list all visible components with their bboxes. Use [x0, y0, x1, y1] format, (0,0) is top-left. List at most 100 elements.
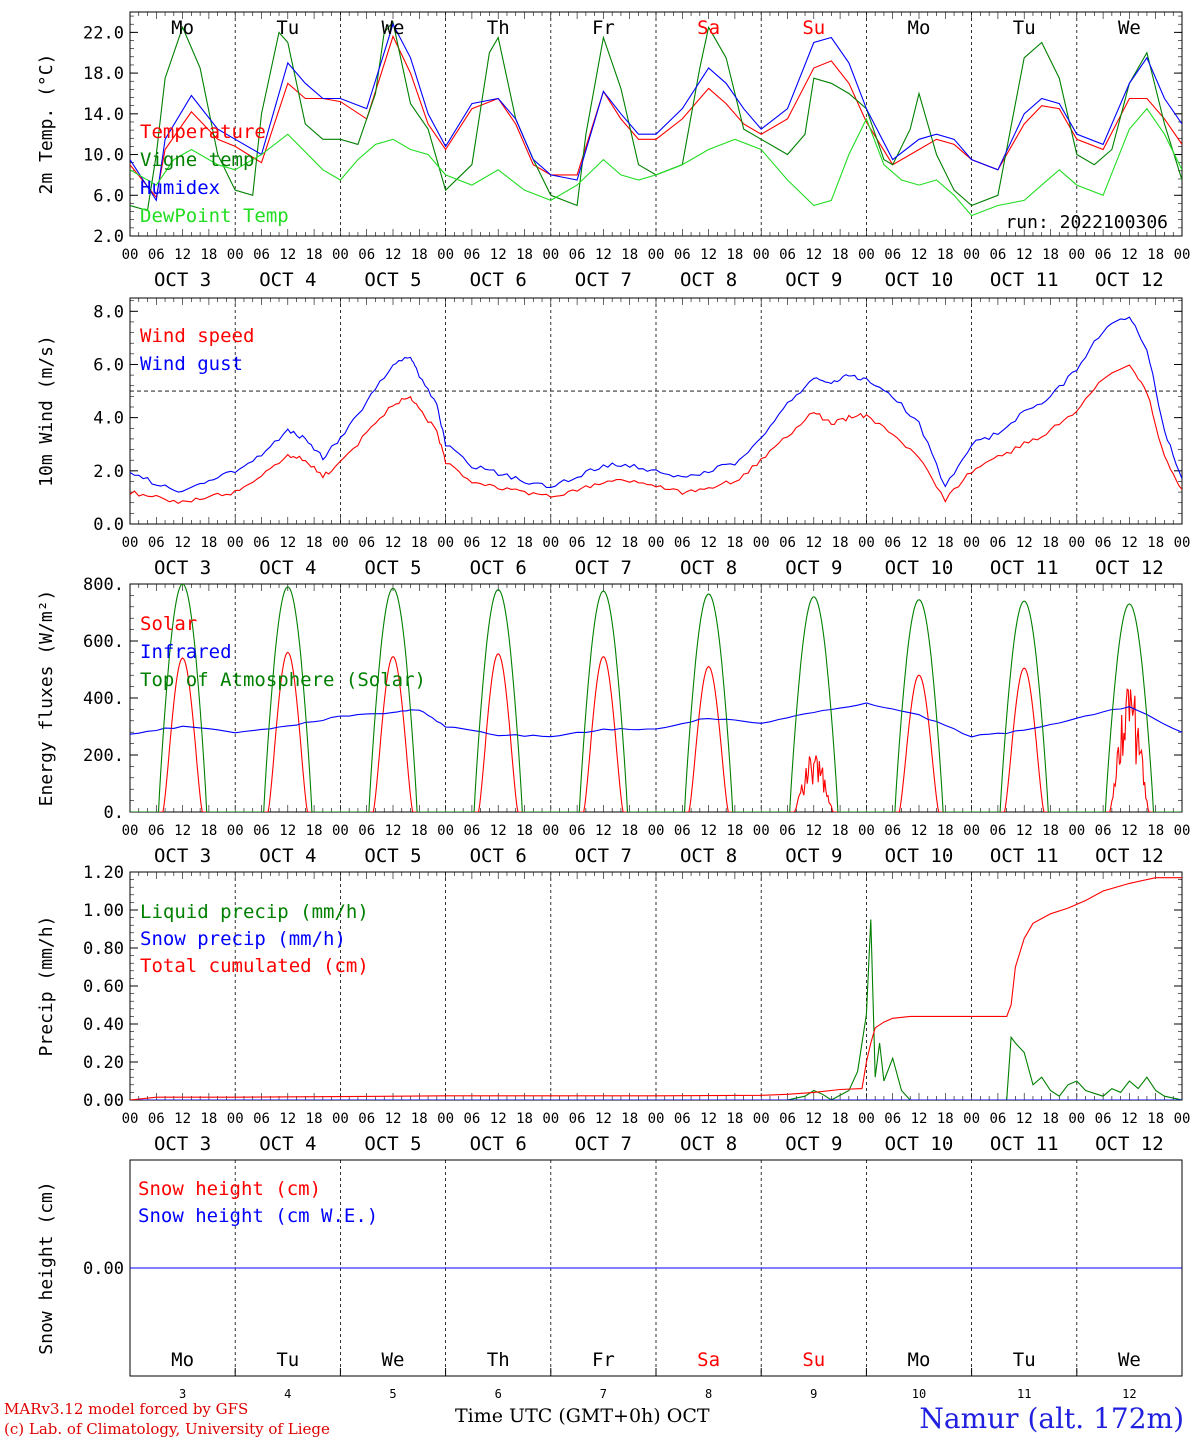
series-group [130, 316, 1182, 505]
date-label: OCT 11 [990, 557, 1059, 579]
date-label: OCT 3 [154, 557, 211, 579]
hour-tick-label: 06 [674, 823, 691, 839]
hour-tick-label: 12 [1016, 247, 1033, 263]
hour-tick-label: 12 [805, 247, 822, 263]
legend-entry: Infrared [140, 641, 232, 663]
hour-tick-label: 12 [911, 535, 928, 551]
hour-tick-label: 18 [726, 823, 743, 839]
date-label: OCT 8 [680, 269, 737, 291]
y-tick-label: 10.0 [83, 146, 124, 166]
legend-entry: Liquid precip (mm/h) [140, 901, 369, 923]
series-line-temperature [130, 34, 1182, 199]
date-label: OCT 6 [470, 1133, 527, 1155]
hour-tick-label: 06 [884, 823, 901, 839]
hour-tick-label: 18 [200, 823, 217, 839]
hour-tick-label: 06 [253, 247, 270, 263]
hour-tick-label: 00 [542, 823, 559, 839]
hour-tick-label: 00 [122, 1111, 139, 1127]
hour-tick-label: 00 [122, 823, 139, 839]
date-label: OCT 9 [785, 845, 842, 867]
series-line-dewpoint-temp [130, 107, 1182, 217]
date-label: OCT 11 [990, 845, 1059, 867]
y-tick-label: 1.00 [83, 901, 124, 921]
series-line-wind-speed [130, 364, 1182, 505]
hour-tick-label: 18 [200, 535, 217, 551]
hour-tick-label: 00 [227, 247, 244, 263]
date-label: OCT 8 [680, 557, 737, 579]
hour-tick-label: 06 [463, 247, 480, 263]
y-tick-label: 0. [104, 803, 124, 823]
day-name-top: Mo [908, 17, 931, 39]
hour-tick-label: 06 [1095, 823, 1112, 839]
hour-tick-label: 18 [200, 247, 217, 263]
hour-tick-label: 12 [700, 1111, 717, 1127]
day-name-bottom: Su [802, 1349, 825, 1371]
hour-tick-label: 06 [253, 823, 270, 839]
y-tick-label: 18.0 [83, 64, 124, 84]
day-name-top: Sa [697, 17, 720, 39]
day-number: 11 [1017, 1387, 1031, 1401]
date-label: OCT 9 [785, 1133, 842, 1155]
y-tick-label: 1.20 [83, 863, 124, 883]
day-name-bottom: Th [487, 1349, 510, 1371]
date-label: OCT 3 [154, 269, 211, 291]
date-label: OCT 12 [1095, 269, 1164, 291]
hour-tick-label: 06 [253, 1111, 270, 1127]
day-number: 3 [179, 1387, 186, 1401]
series-line-total-cumulated-cm- [130, 877, 1182, 1100]
day-name-top: Tu [1013, 17, 1036, 39]
hour-tick-label: 00 [1174, 535, 1191, 551]
hour-tick-label: 12 [385, 535, 402, 551]
day-number: 7 [600, 1387, 607, 1401]
hour-tick-label: 06 [569, 823, 586, 839]
hour-tick-label: 18 [621, 535, 638, 551]
day-name-bottom: Tu [276, 1349, 299, 1371]
day-number: 5 [389, 1387, 396, 1401]
hour-tick-label: 12 [1016, 823, 1033, 839]
series-line-wind-gust [130, 316, 1182, 493]
series-group [130, 584, 1182, 812]
hour-tick-label: 06 [569, 247, 586, 263]
hour-tick-label: 06 [884, 247, 901, 263]
day-number: 8 [705, 1387, 712, 1401]
panel-3: 0. 200. 400. 600. 800. Energy fluxes (W/m²) So… [36, 575, 1190, 867]
hour-tick-label: 06 [148, 823, 165, 839]
hour-tick-label: 12 [490, 247, 507, 263]
date-label: OCT 3 [154, 845, 211, 867]
hour-tick-label: 00 [648, 1111, 665, 1127]
hour-tick-label: 00 [858, 823, 875, 839]
y-tick-label: 8.0 [93, 302, 124, 322]
series-line-infrared [130, 702, 1182, 738]
hour-tick-label: 18 [726, 535, 743, 551]
hour-tick-label: 06 [463, 535, 480, 551]
hour-tick-label: 18 [411, 823, 428, 839]
hour-tick-label: 06 [674, 535, 691, 551]
hour-tick-label: 00 [858, 1111, 875, 1127]
day-number: 6 [495, 1387, 502, 1401]
hour-tick-label: 06 [674, 247, 691, 263]
hour-tick-label: 18 [306, 247, 323, 263]
hour-tick-label: 18 [621, 1111, 638, 1127]
date-label: OCT 7 [575, 269, 632, 291]
hour-tick-label: 12 [700, 247, 717, 263]
hour-tick-label: 12 [595, 823, 612, 839]
credit-line-2: (c) Lab. of Climatology, University of L… [4, 1420, 330, 1438]
hour-tick-label: 12 [1121, 823, 1138, 839]
legend-entry: Vigne temp [140, 149, 254, 171]
hour-tick-label: 06 [358, 823, 375, 839]
y-tick-label: 0.60 [83, 977, 124, 997]
y-tick-label: 400. [83, 689, 124, 709]
series-line-top-of-atmosphere-solar- [130, 584, 1182, 812]
y-tick-label: 0.00 [83, 1259, 124, 1279]
date-label: OCT 12 [1095, 845, 1164, 867]
hour-tick-label: 18 [832, 1111, 849, 1127]
series-line-humidex [130, 22, 1182, 202]
day-number: 9 [810, 1387, 817, 1401]
hour-tick-label: 18 [516, 247, 533, 263]
date-label: OCT 12 [1095, 557, 1164, 579]
hour-tick-label: 00 [332, 823, 349, 839]
hour-tick-label: 18 [726, 247, 743, 263]
day-name-top: Th [487, 17, 510, 39]
day-name-top: Su [802, 17, 825, 39]
hour-tick-label: 00 [648, 535, 665, 551]
